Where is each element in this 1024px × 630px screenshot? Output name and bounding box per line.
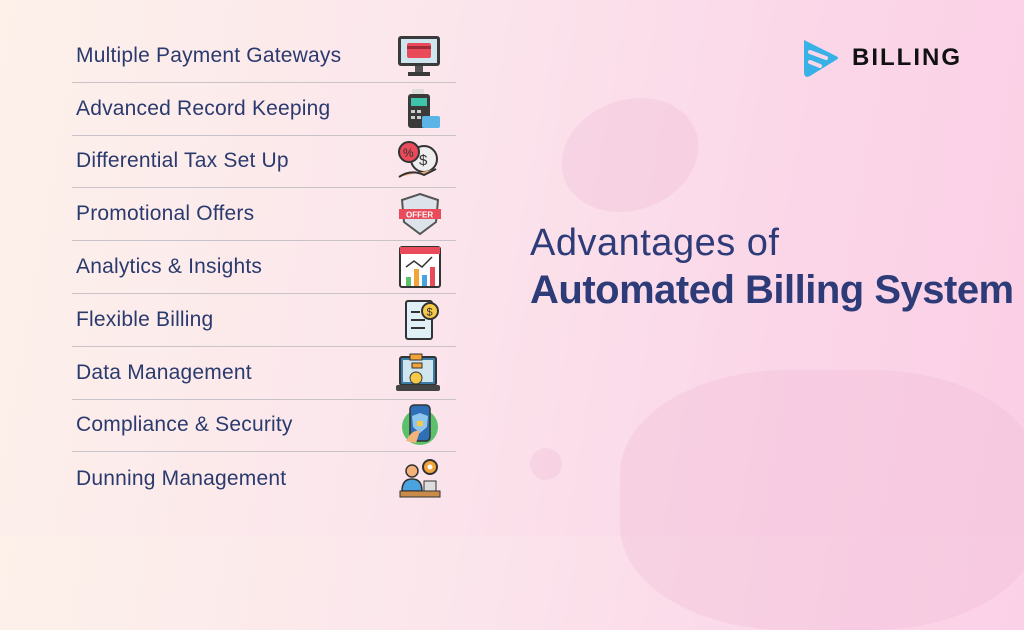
pos-terminal-icon xyxy=(408,88,440,128)
laptop-flowchart-icon xyxy=(396,353,440,391)
decor-blob xyxy=(620,370,1024,630)
feature-item: Advanced Record Keeping xyxy=(72,83,456,136)
logo-text: BILLING xyxy=(852,44,962,71)
svg-text:OFFER: OFFER xyxy=(406,211,433,220)
feature-item: Compliance & Security xyxy=(72,400,456,453)
decor-blob xyxy=(545,79,715,231)
feature-label: Dunning Management xyxy=(76,466,287,490)
feature-item: Flexible Billing $ xyxy=(72,294,456,347)
invoice-dollar-icon: $ xyxy=(405,299,439,340)
svg-text:%: % xyxy=(403,146,414,160)
money-bag-hand-icon: $% xyxy=(398,141,438,179)
feature-label: Advanced Record Keeping xyxy=(76,96,331,120)
feature-label: Multiple Payment Gateways xyxy=(76,43,342,67)
feature-label: Flexible Billing xyxy=(76,307,214,331)
feature-item: Data Management xyxy=(72,347,456,400)
feature-item: Promotional Offers OFFER xyxy=(72,188,456,242)
phone-shield-icon xyxy=(402,404,438,446)
heading-line1: Advantages of xyxy=(530,222,780,264)
svg-text:$: $ xyxy=(427,306,433,318)
logo: BILLING xyxy=(800,36,962,80)
feature-item: Dunning Management xyxy=(72,452,456,505)
feature-item: Multiple Payment Gateways xyxy=(72,30,456,83)
feature-item: Differential Tax Set Up $% xyxy=(72,136,456,189)
feature-label: Promotional Offers xyxy=(76,202,255,226)
heading-line2: Automated Billing System xyxy=(530,268,1014,312)
offer-badge-icon: OFFER xyxy=(399,193,441,236)
logo-icon xyxy=(804,40,838,77)
analytics-chart-icon xyxy=(399,246,441,289)
feature-label: Data Management xyxy=(76,360,252,384)
svg-text:$: $ xyxy=(419,152,428,169)
feature-label: Compliance & Security xyxy=(76,413,293,437)
feature-list: Multiple Payment Gateways Advanced Recor… xyxy=(72,30,456,505)
feature-label: Differential Tax Set Up xyxy=(76,149,289,173)
feature-label: Analytics & Insights xyxy=(76,255,263,279)
person-gear-icon xyxy=(399,458,441,498)
decor-blob xyxy=(530,448,562,480)
feature-item: Analytics & Insights xyxy=(72,241,456,294)
monitor-card-icon xyxy=(398,35,440,76)
